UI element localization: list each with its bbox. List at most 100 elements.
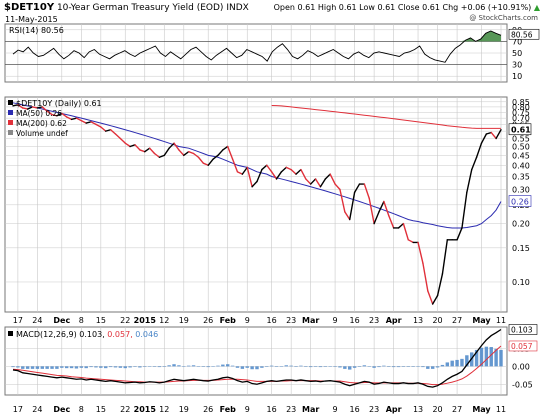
macd-hist-bar <box>284 365 288 367</box>
x-tick-label-bottom: Dec <box>53 405 70 414</box>
macd-hist-bar <box>177 365 181 367</box>
macd-hist-bar <box>221 364 225 367</box>
macd-hist-bar <box>21 366 25 369</box>
macd-hist-bar <box>55 366 59 369</box>
x-tick-label: 9 <box>245 316 250 325</box>
price-segment <box>139 149 146 153</box>
x-tick-label: Dec <box>53 316 70 325</box>
price-segment <box>61 112 68 118</box>
x-tick-label: 13 <box>413 316 423 325</box>
macd-hist-bar <box>79 366 84 368</box>
macd-hist-bar <box>435 366 440 368</box>
x-tick-label-bottom: 26 <box>203 405 213 414</box>
x-tick-label: 23 <box>369 316 379 325</box>
price-panel-frame <box>4 96 508 313</box>
macd-hist-bar <box>294 366 298 367</box>
price-segment <box>70 117 78 121</box>
macd-hist-bar <box>348 366 352 370</box>
price-segment <box>471 156 478 171</box>
rsi-line <box>12 30 502 63</box>
price-segment <box>353 183 361 194</box>
price-segment <box>319 178 327 188</box>
price-segment <box>231 158 239 173</box>
macd-hist-bar <box>274 366 279 367</box>
macd-hist-bar <box>25 366 30 369</box>
close-value-label: 0.61 <box>511 126 531 135</box>
price-segment <box>217 149 224 157</box>
macd-hist-bar <box>391 366 396 368</box>
macd-hist-bar <box>240 366 245 369</box>
macd-hist-bar <box>289 365 293 367</box>
macd-hist-bar <box>411 366 415 367</box>
legend-swatch-price <box>8 100 13 105</box>
price-segment <box>65 116 73 121</box>
rsi-last-value-box <box>508 28 540 40</box>
price-tick-label: 0.85 <box>512 98 530 107</box>
macd-hist-bar <box>108 366 113 368</box>
price-segment <box>163 147 170 157</box>
price-segment <box>80 119 87 124</box>
price-segment <box>417 241 424 264</box>
x-tick-label-bottom: 20 <box>432 405 442 414</box>
macd-hist-bar <box>265 366 269 367</box>
macd-hist-bar <box>250 366 254 370</box>
macd-hist-bar <box>104 366 108 369</box>
x-tick-label-bottom: 23 <box>286 405 296 414</box>
price-segment <box>314 178 322 188</box>
price-segment <box>222 145 229 151</box>
signal-value-label: 0.057 <box>511 342 533 351</box>
macd-hist-bar <box>333 366 337 367</box>
price-segment <box>119 137 126 144</box>
price-segment <box>90 121 97 126</box>
macd-hist-bar <box>460 358 464 367</box>
macd-hist-bar <box>186 365 191 367</box>
macd-hist-bar <box>445 362 450 367</box>
rsi-tick-label: 30 <box>512 61 522 70</box>
price-segment <box>295 168 302 175</box>
price-segment <box>109 129 117 135</box>
x-tick-label-bottom: 2015 <box>134 405 157 414</box>
macd-hist-bar <box>191 365 196 367</box>
macd-hist-bar <box>182 366 186 367</box>
macd-hist-bar <box>489 347 493 367</box>
x-tick-label-bottom: 13 <box>413 405 423 414</box>
macd-hist-bar <box>40 366 44 369</box>
price-tick-label: 0.20 <box>512 220 530 229</box>
price-tick-label: 0.55 <box>512 134 530 143</box>
price-segment <box>158 154 165 158</box>
x-tick-label-bottom: 9 <box>333 405 338 414</box>
price-segment <box>397 222 405 229</box>
macd-hist-bar <box>450 360 454 367</box>
macd-legend-prefix: MACD(12,26,9) 0.103, <box>16 330 107 339</box>
x-tick-label: 9 <box>333 316 338 325</box>
macd-hist-bar <box>382 365 386 367</box>
rsi-last-value-label: 80.56 <box>511 30 533 39</box>
price-segment <box>300 168 307 180</box>
macd-tick-label: -0.05 <box>512 380 533 389</box>
signal-value-box <box>508 340 538 352</box>
rsi-tick-label: 70 <box>512 37 522 46</box>
price-legend: $DET10Y (Daily) 0.61 <box>16 99 102 108</box>
macd-hist-bar <box>211 366 215 367</box>
macd-hist-bar <box>260 366 264 368</box>
price-segment <box>148 147 156 155</box>
x-tick-label-bottom: 24 <box>32 405 42 414</box>
macd-hist-bar <box>45 366 49 369</box>
macd-hist-bar <box>133 366 137 367</box>
price-segment <box>270 171 278 180</box>
macd-hist-bar <box>172 364 176 367</box>
price-segment <box>100 126 107 132</box>
price-segment <box>485 131 492 135</box>
macd-legend-swatch <box>8 331 13 336</box>
price-segment <box>280 166 287 173</box>
ma50-value-label: 0.26 <box>511 198 529 207</box>
macd-hist-bar <box>245 366 249 368</box>
macd-hist-bar <box>367 366 371 367</box>
price-segment <box>275 171 283 180</box>
x-tick-label: Apr <box>386 316 402 325</box>
x-tick-label-bottom: 27 <box>452 405 462 414</box>
price-segment <box>26 106 34 110</box>
x-tick-label-bottom: 12 <box>159 405 169 414</box>
macd-hist-bar <box>372 366 376 368</box>
macd-hist-bar <box>357 366 362 367</box>
